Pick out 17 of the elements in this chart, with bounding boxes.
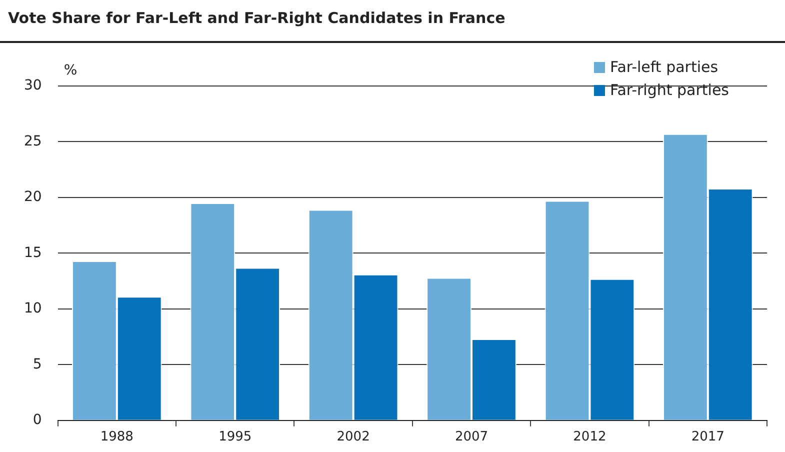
x-tick-label: 1995: [218, 430, 252, 445]
x-tick-label: 2007: [454, 430, 488, 445]
y-axis-title: %: [64, 62, 78, 79]
x-tick-label: 1988: [100, 430, 134, 445]
y-tick-label: 0: [32, 412, 42, 428]
y-tick-label: 30: [24, 78, 42, 94]
y-tick-label: 25: [24, 133, 42, 150]
y-tick-label: 15: [24, 244, 42, 261]
y-tick-label: 5: [32, 356, 42, 372]
y-tick-label: 20: [24, 189, 42, 206]
x-tick-label: 2002: [336, 430, 370, 445]
legend-label: Far-left parties: [610, 57, 718, 78]
legend-label: Far-right parties: [610, 80, 729, 101]
x-tick-label: 2017: [691, 430, 724, 445]
x-tick-label: 2012: [573, 430, 606, 445]
y-tick-label: 10: [24, 300, 42, 317]
chart-title: Vote Share for Far-Left and Far-Right Candidates in France: [8, 8, 506, 27]
